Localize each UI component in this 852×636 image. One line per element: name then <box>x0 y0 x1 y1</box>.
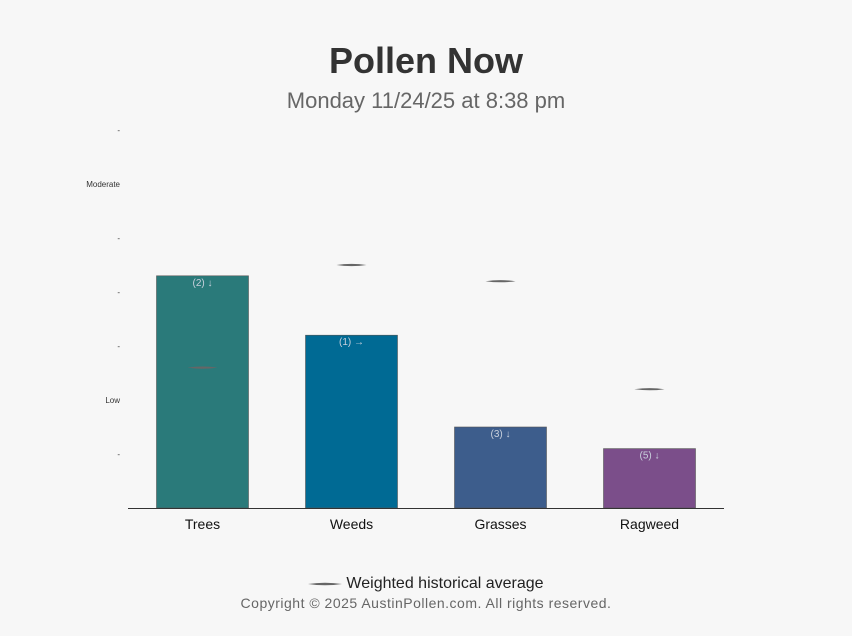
bar-label: (1) → <box>339 337 364 348</box>
y-tick-label: Low <box>105 396 120 405</box>
chart-subtitle: Monday 11/24/25 at 8:38 pm <box>286 88 566 113</box>
historical-average-marker <box>187 366 218 369</box>
y-tick-label: Moderate <box>86 180 120 189</box>
x-tick-label: Weeds <box>330 516 373 532</box>
bar-ragweed <box>603 448 696 509</box>
x-tick-label: Ragweed <box>620 516 679 532</box>
y-tick-label: - <box>117 450 120 459</box>
y-tick-label: - <box>117 126 120 135</box>
bar-label: (3) ↓ <box>491 429 511 440</box>
average-marker-icon <box>308 582 343 586</box>
bar-trees <box>156 275 249 509</box>
chart-title: Pollen Now <box>328 40 523 81</box>
y-tick-label: - <box>117 288 120 297</box>
legend-label: Weighted historical average <box>346 575 544 592</box>
historical-average-marker <box>336 263 367 267</box>
x-tick-label: Trees <box>185 516 220 532</box>
x-tick-label: Grasses <box>474 516 526 532</box>
bar-weeds <box>305 334 398 509</box>
y-tick-label: - <box>117 234 120 243</box>
y-tick-label: - <box>117 342 120 351</box>
copyright-text: Copyright © 2025 AustinPollen.com. All r… <box>240 595 612 611</box>
bar-label: (5) ↓ <box>640 451 660 462</box>
historical-average-marker <box>634 388 665 391</box>
chart-legend: Weighted historical average <box>0 575 852 593</box>
historical-average-marker <box>485 280 516 283</box>
bar-label: (2) ↓ <box>193 278 213 289</box>
